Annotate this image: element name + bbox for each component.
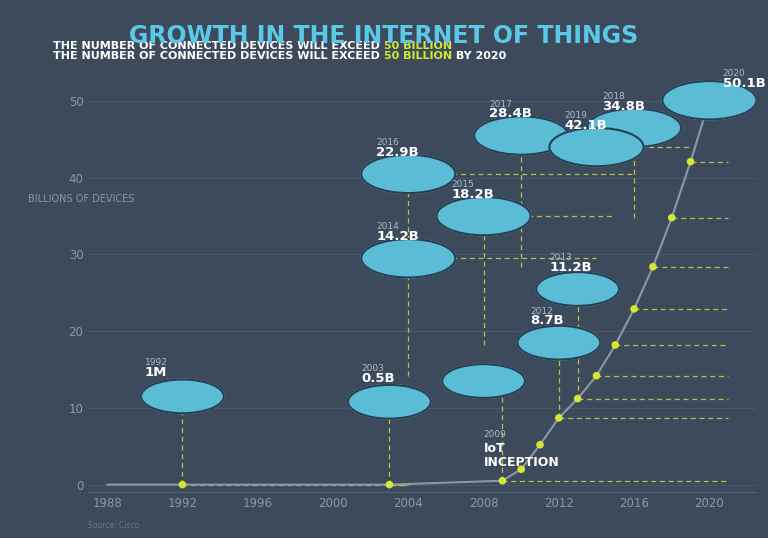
Point xyxy=(609,341,621,349)
Point xyxy=(553,414,565,422)
Circle shape xyxy=(361,239,455,278)
Text: 2019: 2019 xyxy=(564,111,588,120)
Point xyxy=(647,263,659,271)
Circle shape xyxy=(587,109,681,147)
Point xyxy=(628,305,641,313)
Text: GROWTH IN THE INTERNET OF THINGS: GROWTH IN THE INTERNET OF THINGS xyxy=(129,24,639,48)
Text: BILLIONS OF DEVICES: BILLIONS OF DEVICES xyxy=(28,194,134,204)
Circle shape xyxy=(474,116,568,155)
Text: 2014: 2014 xyxy=(376,222,399,231)
Text: 2009: 2009 xyxy=(484,429,506,438)
Text: IoT
INCEPTION: IoT INCEPTION xyxy=(484,442,559,469)
Text: Source: Cisco: Source: Cisco xyxy=(88,521,140,530)
Text: 8.7B: 8.7B xyxy=(531,314,564,327)
Point xyxy=(515,465,528,473)
Point xyxy=(177,480,189,489)
Text: 2016: 2016 xyxy=(376,138,399,147)
Text: BY 2020: BY 2020 xyxy=(452,52,506,61)
Circle shape xyxy=(436,197,531,235)
Point xyxy=(703,96,716,104)
Text: 2012: 2012 xyxy=(531,307,554,316)
Text: 22.9B: 22.9B xyxy=(376,146,419,159)
Text: THE NUMBER OF CONNECTED DEVICES WILL EXCEED: THE NUMBER OF CONNECTED DEVICES WILL EXC… xyxy=(53,52,384,61)
Circle shape xyxy=(348,385,431,419)
Circle shape xyxy=(442,364,525,398)
Text: 2017: 2017 xyxy=(489,100,512,109)
Text: 0.5B: 0.5B xyxy=(361,372,395,385)
Text: 2015: 2015 xyxy=(452,180,475,189)
Circle shape xyxy=(141,379,223,413)
Point xyxy=(496,477,508,485)
Text: 1992: 1992 xyxy=(145,358,167,367)
Text: 2013: 2013 xyxy=(549,253,572,262)
Point xyxy=(571,394,584,403)
Point xyxy=(591,371,603,380)
Text: 42.1B: 42.1B xyxy=(564,119,607,132)
Text: THE NUMBER OF CONNECTED DEVICES WILL EXCEED 50 BILLION BY 2020: THE NUMBER OF CONNECTED DEVICES WILL EXC… xyxy=(157,51,611,61)
Point xyxy=(534,441,546,449)
Circle shape xyxy=(518,326,601,359)
Circle shape xyxy=(536,272,619,306)
Text: 14.2B: 14.2B xyxy=(376,230,419,243)
Circle shape xyxy=(549,128,644,166)
Text: 50.1B: 50.1B xyxy=(723,76,766,89)
Text: 18.2B: 18.2B xyxy=(452,188,495,201)
Text: THE NUMBER OF CONNECTED DEVICES WILL EXCEED: THE NUMBER OF CONNECTED DEVICES WILL EXC… xyxy=(53,41,384,51)
Text: 1M: 1M xyxy=(145,366,167,379)
Text: 2018: 2018 xyxy=(602,92,625,101)
Point xyxy=(684,157,697,166)
Text: 11.2B: 11.2B xyxy=(549,260,592,274)
Text: 2003: 2003 xyxy=(361,364,384,373)
Text: 50 BILLION: 50 BILLION xyxy=(384,41,452,51)
Circle shape xyxy=(361,155,455,193)
Text: 34.8B: 34.8B xyxy=(602,100,645,112)
Text: 2020: 2020 xyxy=(723,69,746,78)
Text: 28.4B: 28.4B xyxy=(489,107,532,120)
Text: 50 BILLION: 50 BILLION xyxy=(384,52,452,61)
Point xyxy=(666,214,678,222)
Point xyxy=(383,480,396,489)
Circle shape xyxy=(662,81,756,119)
